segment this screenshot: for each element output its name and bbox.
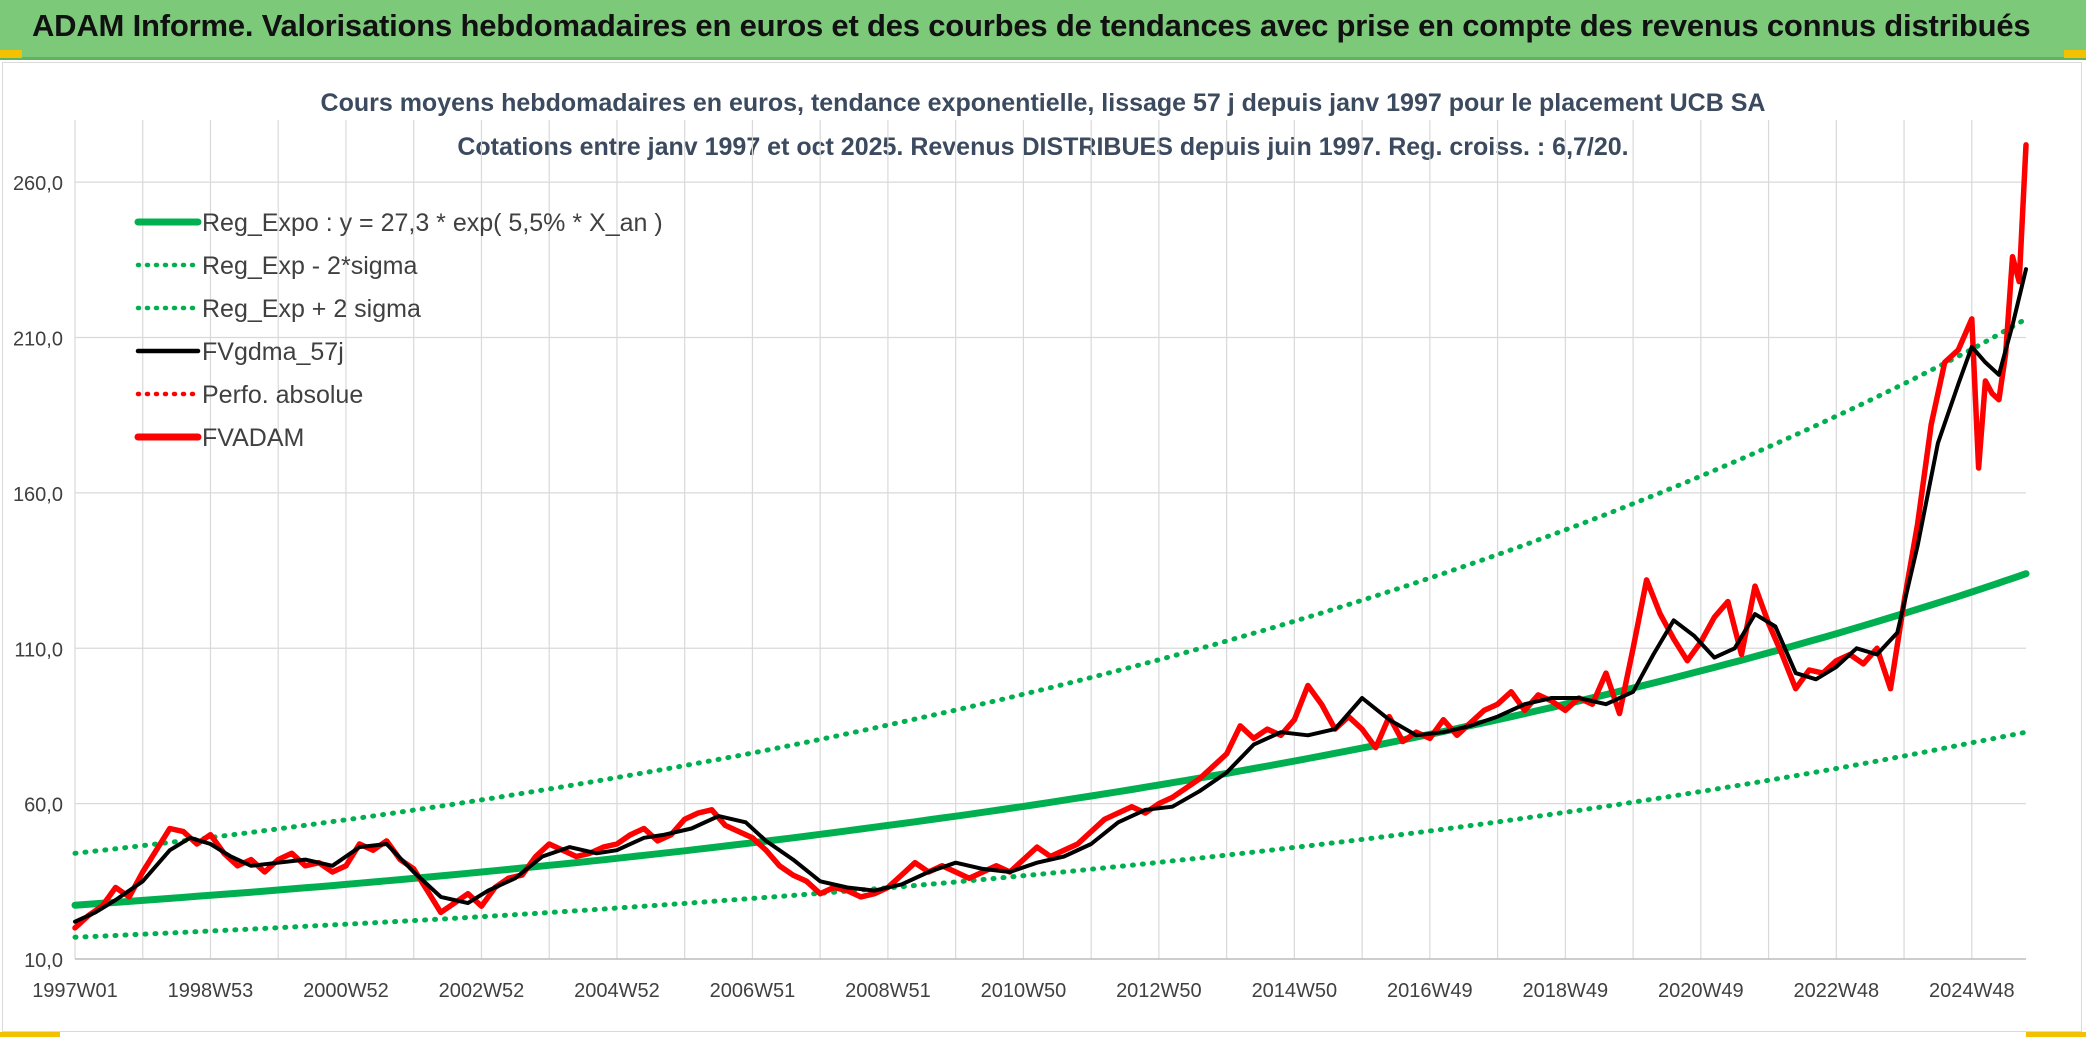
legend-label: Reg_Exp + 2 sigma [202, 295, 421, 323]
x-tick-label: 2024W48 [1929, 980, 2015, 1002]
y-tick-label: 110,0 [14, 639, 63, 661]
series [71, 142, 2030, 940]
chart-area-border [2, 62, 2082, 1032]
legend-label: FVgdma_57j [202, 338, 344, 366]
x-tick-label: 2000W52 [303, 980, 389, 1002]
grid [74, 120, 2026, 960]
series-reg-exp-plus [72, 316, 2029, 856]
x-tick-label: 2002W52 [439, 980, 525, 1002]
y-tick-label: 60,0 [24, 795, 63, 817]
x-tick-label: 1997W01 [32, 980, 118, 1002]
x-tick-label: 2008W51 [845, 980, 931, 1002]
chart-subtitle: Cotations entre janv 1997 et oct 2025. R… [457, 133, 1628, 161]
page-title: ADAM Informe. Valorisations hebdomadaire… [32, 8, 2031, 43]
banner-corner-left [0, 50, 22, 58]
header-banner: ADAM Informe. Valorisations hebdomadaire… [0, 0, 2086, 60]
legend-label: Reg_Exp - 2*sigma [202, 252, 417, 280]
x-tick-label: 2014W50 [1252, 980, 1338, 1002]
bottom-accent-gap [60, 1032, 2026, 1037]
series-reg-expo [71, 570, 2030, 909]
chart-title: Cours moyens hebdomadaires en euros, ten… [321, 89, 1766, 117]
legend-label: Reg_Expo : y = 27,3 * exp( 5,5% * X_an ) [202, 209, 663, 237]
banner-corner-right [2064, 50, 2086, 58]
x-tick-label: 2010W50 [981, 980, 1067, 1002]
x-tick-label: 2018W49 [1523, 980, 1609, 1002]
legend-label: Perfo. absolue [202, 381, 363, 409]
x-tick-label: 2020W49 [1658, 980, 1744, 1002]
x-tick-label: 2016W49 [1387, 980, 1473, 1002]
y-tick-label: 260,0 [13, 173, 63, 195]
x-tick-label: 2012W50 [1116, 980, 1202, 1002]
y-tick-label: 160,0 [13, 484, 63, 506]
x-tick-label: 2004W52 [574, 980, 660, 1002]
axes: 10,0 60,0 110,0 160,0 210,0 260,0 1997W01 1998W… [13, 173, 2026, 1002]
legend: Reg_Expo : y = 27,3 * exp( 5,5% * X_an )… [134, 209, 663, 452]
x-tick-label: 2006W51 [710, 980, 796, 1002]
x-tick-label: 2022W48 [1794, 980, 1880, 1002]
x-tick-label: 1998W53 [168, 980, 254, 1002]
series-reg-exp-minus [72, 729, 2029, 940]
series-fvgdma [73, 267, 2028, 924]
legend-label: FVADAM [202, 424, 304, 452]
y-tick-label: 210,0 [13, 329, 63, 351]
y-tick-label: 10,0 [24, 950, 63, 972]
